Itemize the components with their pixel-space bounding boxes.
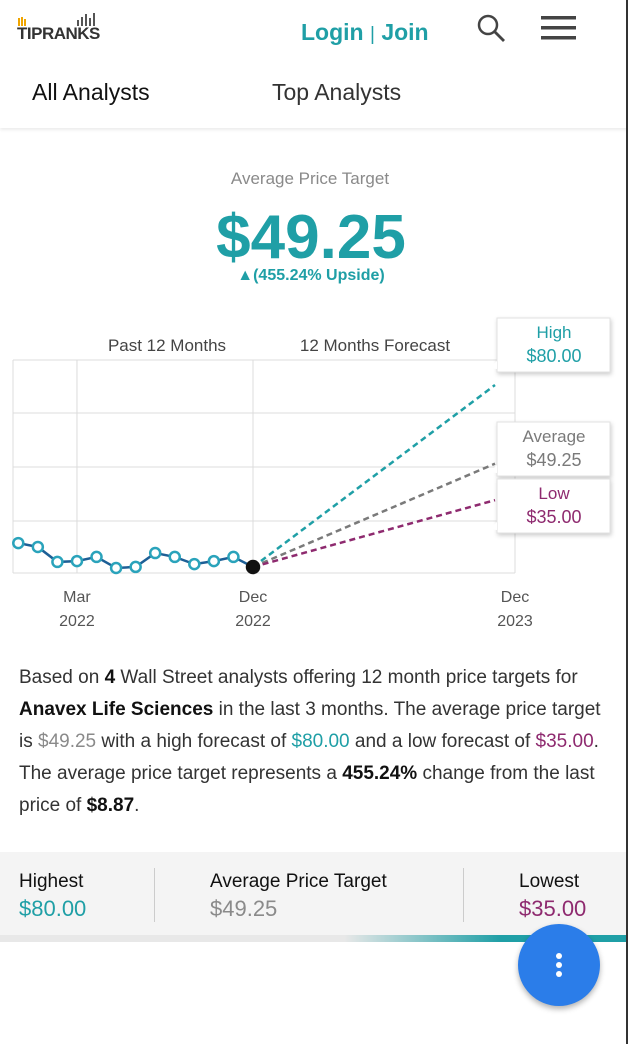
login-link[interactable]: Login <box>301 19 364 45</box>
callout-name: Low <box>538 484 570 503</box>
footer-band: Highest $80.00 Average Price Target $49.… <box>0 852 626 935</box>
callout-name: Average <box>522 427 585 446</box>
summary-value: $49.25 <box>216 203 406 272</box>
tab-active[interactable]: All Analysts <box>32 79 150 105</box>
average-target: $49.25 <box>38 731 97 752</box>
callout-value: $49.25 <box>526 450 581 470</box>
footer-label: Average Price Target <box>210 871 387 892</box>
top-bar: TIPRANKS Login | Join All Analysts Top A… <box>0 0 628 128</box>
tab[interactable]: Top Analysts <box>272 79 402 105</box>
separator: | <box>369 24 375 45</box>
last-price: $8.87 <box>86 795 135 816</box>
price-point <box>51 555 64 569</box>
fab-button[interactable] <box>518 924 600 1006</box>
company-name: Anavex Life Sciences <box>19 699 214 720</box>
price-point <box>227 550 240 564</box>
price-point <box>12 536 25 550</box>
chart: Past 12 Months 12 Months Forecast High $8… <box>12 317 611 575</box>
progress-bar <box>0 935 626 942</box>
join-link[interactable]: Join <box>381 19 429 45</box>
callout-box <box>496 478 611 534</box>
summary-upside: ▲(455.24% Upside) <box>237 267 385 284</box>
callout-box <box>496 317 611 373</box>
footer-value: $49.25 <box>210 896 278 921</box>
text: Wall Street analysts offering 12 month p… <box>115 667 578 688</box>
text: and a low forecast of <box>349 731 536 752</box>
menu-icon[interactable] <box>541 14 577 42</box>
price-point <box>148 546 162 560</box>
text: with a high forecast of <box>96 731 292 752</box>
footer-value: $35.00 <box>519 896 587 921</box>
description: Based on 4 Wall Street analysts offering… <box>19 662 611 822</box>
price-point <box>31 540 45 554</box>
x-tick-label: Dec 2022 <box>235 589 271 630</box>
chart-frame <box>12 359 515 574</box>
auth-links: Login | Join <box>301 19 429 46</box>
logo-icon <box>18 13 95 26</box>
callout-box <box>496 421 611 477</box>
period-label: Past 12 Months <box>108 336 226 355</box>
high-target: $80.00 <box>291 731 350 752</box>
text: . <box>134 795 140 816</box>
price-point <box>129 560 142 574</box>
search-icon[interactable] <box>474 12 508 46</box>
price-point <box>188 557 201 571</box>
x-tick-label: Dec 2023 <box>497 589 533 630</box>
text: in the last 3 months. The average price … <box>19 699 601 752</box>
low-target: $35.00 <box>535 731 594 752</box>
text: . The average price target represents a <box>19 731 599 784</box>
callout-arrow <box>489 465 497 473</box>
callout-value: $80.00 <box>526 346 581 366</box>
forecast-line <box>252 498 496 569</box>
callout-value: $35.00 <box>526 507 581 527</box>
fab-icon <box>556 953 562 977</box>
price-point <box>109 561 123 575</box>
callout-name: High <box>537 323 572 342</box>
footer-label: Lowest <box>519 871 580 892</box>
callout-arrow <box>489 522 497 530</box>
text: change from the last price of <box>19 763 595 816</box>
divider <box>154 868 155 922</box>
analyst-count: 4 <box>104 667 116 688</box>
x-tick-label: Mar 2022 <box>59 589 95 630</box>
footer-label: Highest <box>19 871 84 892</box>
summary-label: Average Price Target <box>230 169 390 188</box>
divider <box>463 868 464 922</box>
window-edge <box>626 0 628 1044</box>
price-point <box>90 550 103 564</box>
price-point <box>168 550 182 564</box>
price-point <box>70 554 84 568</box>
current-price-dot <box>245 559 261 575</box>
callout-arrow <box>489 361 497 369</box>
forecast-line <box>252 384 496 568</box>
period-label: 12 Months Forecast <box>300 336 451 355</box>
change-percent: 455.24% <box>342 763 418 784</box>
forecast-line <box>252 462 496 569</box>
logo[interactable]: TIPRANKS <box>17 24 100 43</box>
text: Based on <box>19 667 105 688</box>
price-point <box>207 554 221 568</box>
footer-value: $80.00 <box>19 896 87 921</box>
